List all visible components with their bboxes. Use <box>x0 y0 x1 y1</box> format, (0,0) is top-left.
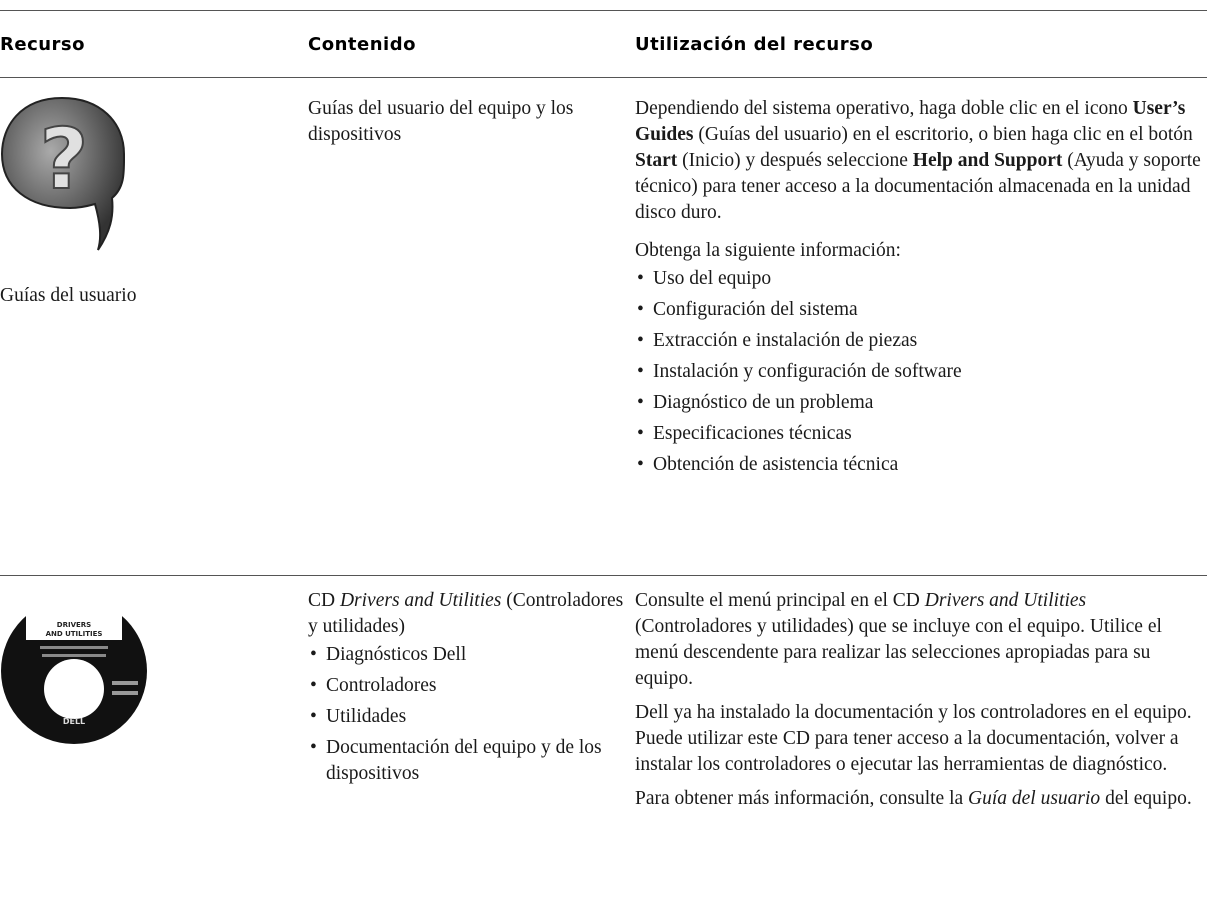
row-rule <box>0 575 1207 576</box>
bullet-item: Documentación del equipo y de los dispos… <box>308 735 633 787</box>
paragraph: Dependiendo del sistema operativo, haga … <box>635 96 1207 226</box>
text-run: Drivers and Utilities <box>924 590 1087 611</box>
bullet-item: Diagnósticos Dell <box>308 642 633 668</box>
usage-cell: Consulte el menú principal en el CD Driv… <box>635 588 1207 820</box>
text-run: Para obtener más información, consulte l… <box>635 788 969 809</box>
cd-line <box>40 646 108 649</box>
content-text: Guías del usuario del equipo y los dispo… <box>308 98 574 145</box>
bullet-item: Utilidades <box>308 704 633 730</box>
cd-line <box>112 681 138 685</box>
bubble <box>0 96 126 251</box>
text-run: (Ayuda y soporte técnico) para tener acc… <box>635 150 1201 223</box>
bullet-item: Extracción e instalación de piezas <box>635 328 1207 354</box>
cd-text: DELL <box>63 717 85 726</box>
text-run: (Controladores y utilidades) que se incl… <box>635 616 1162 689</box>
usage-cell: Dependiendo del sistema operativo, haga … <box>635 96 1207 483</box>
column-header: Recurso <box>0 34 86 55</box>
question-mark: ? <box>40 110 89 208</box>
text-run: Consulte el menú principal en el CD <box>635 590 925 611</box>
cd-line <box>112 691 138 695</box>
bullet-item: Especificaciones técnicas <box>635 421 1207 447</box>
cd-text: AND UTILITIES <box>46 630 103 638</box>
paragraph: Para obtener más información, consulte l… <box>635 786 1207 812</box>
text-run: Guía del usuario <box>968 788 1101 809</box>
bullet-list: Diagnósticos Dell Controladores Utilidades… <box>308 642 633 787</box>
text-run: (Inicio) y después seleccione <box>677 150 913 171</box>
help-icon: ? <box>0 96 126 251</box>
cd-text: DRIVERS <box>57 621 91 629</box>
text-run: (Controladores y utilidades) <box>308 590 624 637</box>
text-run: Drivers and Utilities <box>339 590 502 611</box>
text-run: Help and Support <box>912 150 1063 171</box>
text-run: Start <box>635 150 678 171</box>
bullet-item: Controladores <box>308 673 633 699</box>
column-header: Utilización del recurso <box>635 34 874 55</box>
text-run: (Guías del usuario) en el escritorio, o … <box>693 124 1193 145</box>
bullet-item: Uso del equipo <box>635 266 1207 292</box>
text-run: Dependiendo del sistema operativo, haga … <box>635 98 1133 119</box>
content-text: CD Drivers and Utilities (Controladores … <box>308 588 633 640</box>
text-run: User’s Guides <box>635 98 1186 145</box>
bullet-list: Uso del equipo Configuración del sistema E… <box>635 266 1207 478</box>
bullet-item: Obtención de asistencia técnica <box>635 452 1207 478</box>
header-rule <box>0 77 1207 78</box>
bullet-item: Diagnóstico de un problema <box>635 390 1207 416</box>
top-rule <box>0 10 1207 11</box>
paragraph: Consulte el menú principal en el CD Driv… <box>635 588 1207 692</box>
content-cell: Guías del usuario del equipo y los dispo… <box>308 96 633 156</box>
text-run: CD <box>308 590 340 611</box>
disc-hole <box>44 659 104 719</box>
disc-label <box>26 597 122 640</box>
bullet-item: Configuración del sistema <box>635 297 1207 323</box>
column-header: Contenido <box>308 34 416 55</box>
cd-line <box>42 654 106 657</box>
paragraph: Dell ya ha instalado la documentación y … <box>635 702 1192 775</box>
resource-label: Guías del usuario <box>0 285 137 306</box>
paragraph: Obtenga la siguiente información: <box>635 240 901 261</box>
bullet-item: Instalación y configuración de software <box>635 359 1207 385</box>
text-run: del equipo. <box>1100 788 1192 809</box>
cd-image: DRIVERS AND UTILITIES DELL <box>1 597 147 744</box>
content-cell: CD Drivers and Utilities (Controladores … <box>308 588 633 792</box>
